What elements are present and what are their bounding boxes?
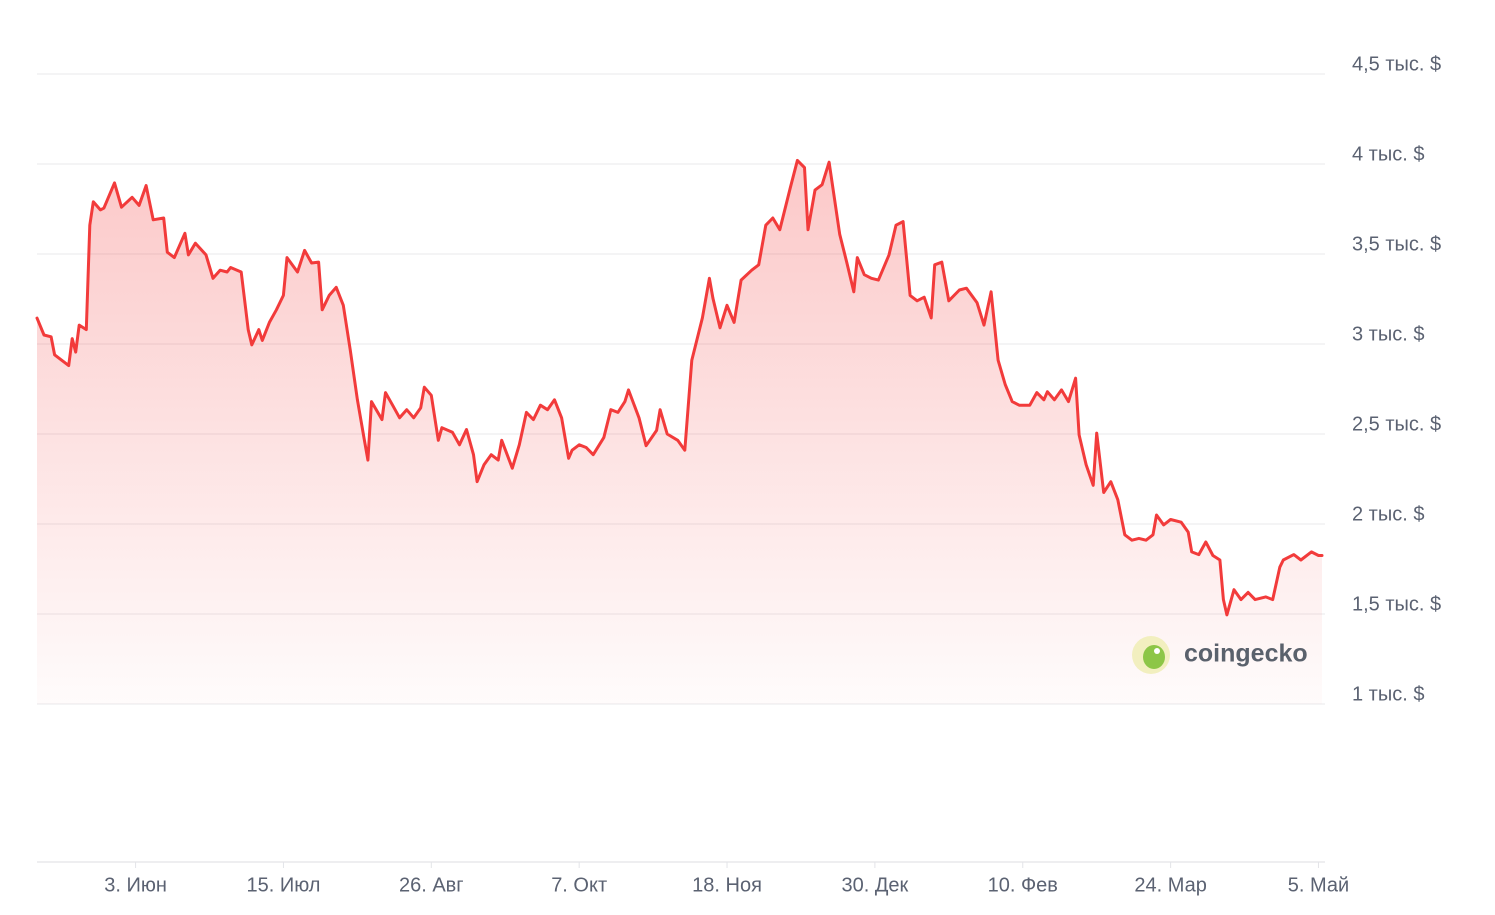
- x-tick-label: 18. Ноя: [692, 874, 762, 896]
- x-tick-label: 10. Фев: [988, 874, 1058, 896]
- x-tick-label: 3. Июн: [104, 874, 167, 896]
- x-tick-label: 5. Май: [1288, 874, 1349, 896]
- x-tick-label: 15. Июл: [246, 874, 320, 896]
- watermark-logo-eye: [1154, 648, 1160, 654]
- y-tick-label: 1 тыс. $: [1352, 683, 1424, 705]
- y-tick-label: 3 тыс. $: [1352, 323, 1424, 345]
- x-tick-label: 24. Мар: [1134, 874, 1207, 896]
- y-tick-label: 3,5 тыс. $: [1352, 233, 1441, 255]
- x-tick-label: 26. Авг: [399, 874, 464, 896]
- watermark: coingecko: [1132, 636, 1308, 674]
- watermark-logo-body: [1143, 645, 1165, 669]
- y-tick-label: 2,5 тыс. $: [1352, 413, 1441, 435]
- price-line: [35, 158, 1324, 617]
- y-tick-label: 2 тыс. $: [1352, 503, 1424, 525]
- y-tick-label: 1,5 тыс. $: [1352, 593, 1441, 615]
- x-tick-label: 30. Дек: [841, 874, 908, 896]
- x-tick-label: 7. Окт: [551, 874, 607, 896]
- y-tick-label: 4,5 тыс. $: [1352, 53, 1441, 75]
- area-fill: [37, 160, 1322, 704]
- y-tick-label: 4 тыс. $: [1352, 143, 1424, 165]
- watermark-text: coingecko: [1184, 640, 1308, 668]
